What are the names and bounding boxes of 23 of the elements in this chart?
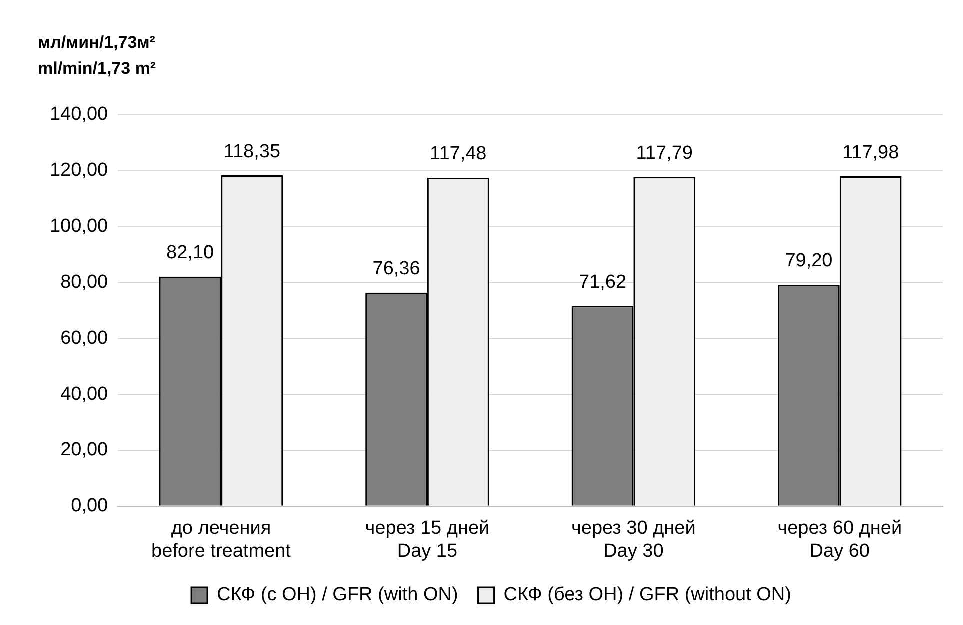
- y-tick-label: 100,00: [50, 216, 108, 238]
- y-tick-label: 140,00: [50, 104, 108, 126]
- data-label: 117,48: [430, 144, 487, 165]
- data-label: 76,36: [372, 258, 420, 280]
- x-tick-label: через 30 дней Day 30: [571, 518, 696, 562]
- y-axis-title: мл/мин/1,73м² ml/min/1,73 m²: [38, 32, 156, 80]
- y-tick-label: 80,00: [60, 272, 108, 293]
- data-label: 117,79: [636, 142, 693, 164]
- x-tick-label: через 15 дней Day 15: [365, 518, 490, 562]
- y-tick-label: 0,00: [71, 496, 108, 517]
- y-tick-label: 60,00: [60, 328, 108, 349]
- data-label: 71,62: [578, 272, 627, 293]
- data-label: 117,98: [842, 142, 900, 164]
- data-label: 82,10: [166, 242, 214, 264]
- y-tick-label: 20,00: [60, 440, 108, 461]
- legend-label: СКФ (с ОН) / GFR (with ON): [217, 584, 458, 606]
- x-tick-label: через 60 дней Day 60: [778, 518, 902, 562]
- y-tick-label: 40,00: [60, 384, 108, 405]
- data-label: 79,20: [785, 250, 833, 272]
- data-label: 118,35: [224, 141, 281, 162]
- x-tick-label: до лечения before treatment: [152, 518, 292, 562]
- y-tick-label: 120,00: [50, 160, 108, 182]
- legend-label: СКФ (без ОН) / GFR (without ON): [504, 584, 792, 606]
